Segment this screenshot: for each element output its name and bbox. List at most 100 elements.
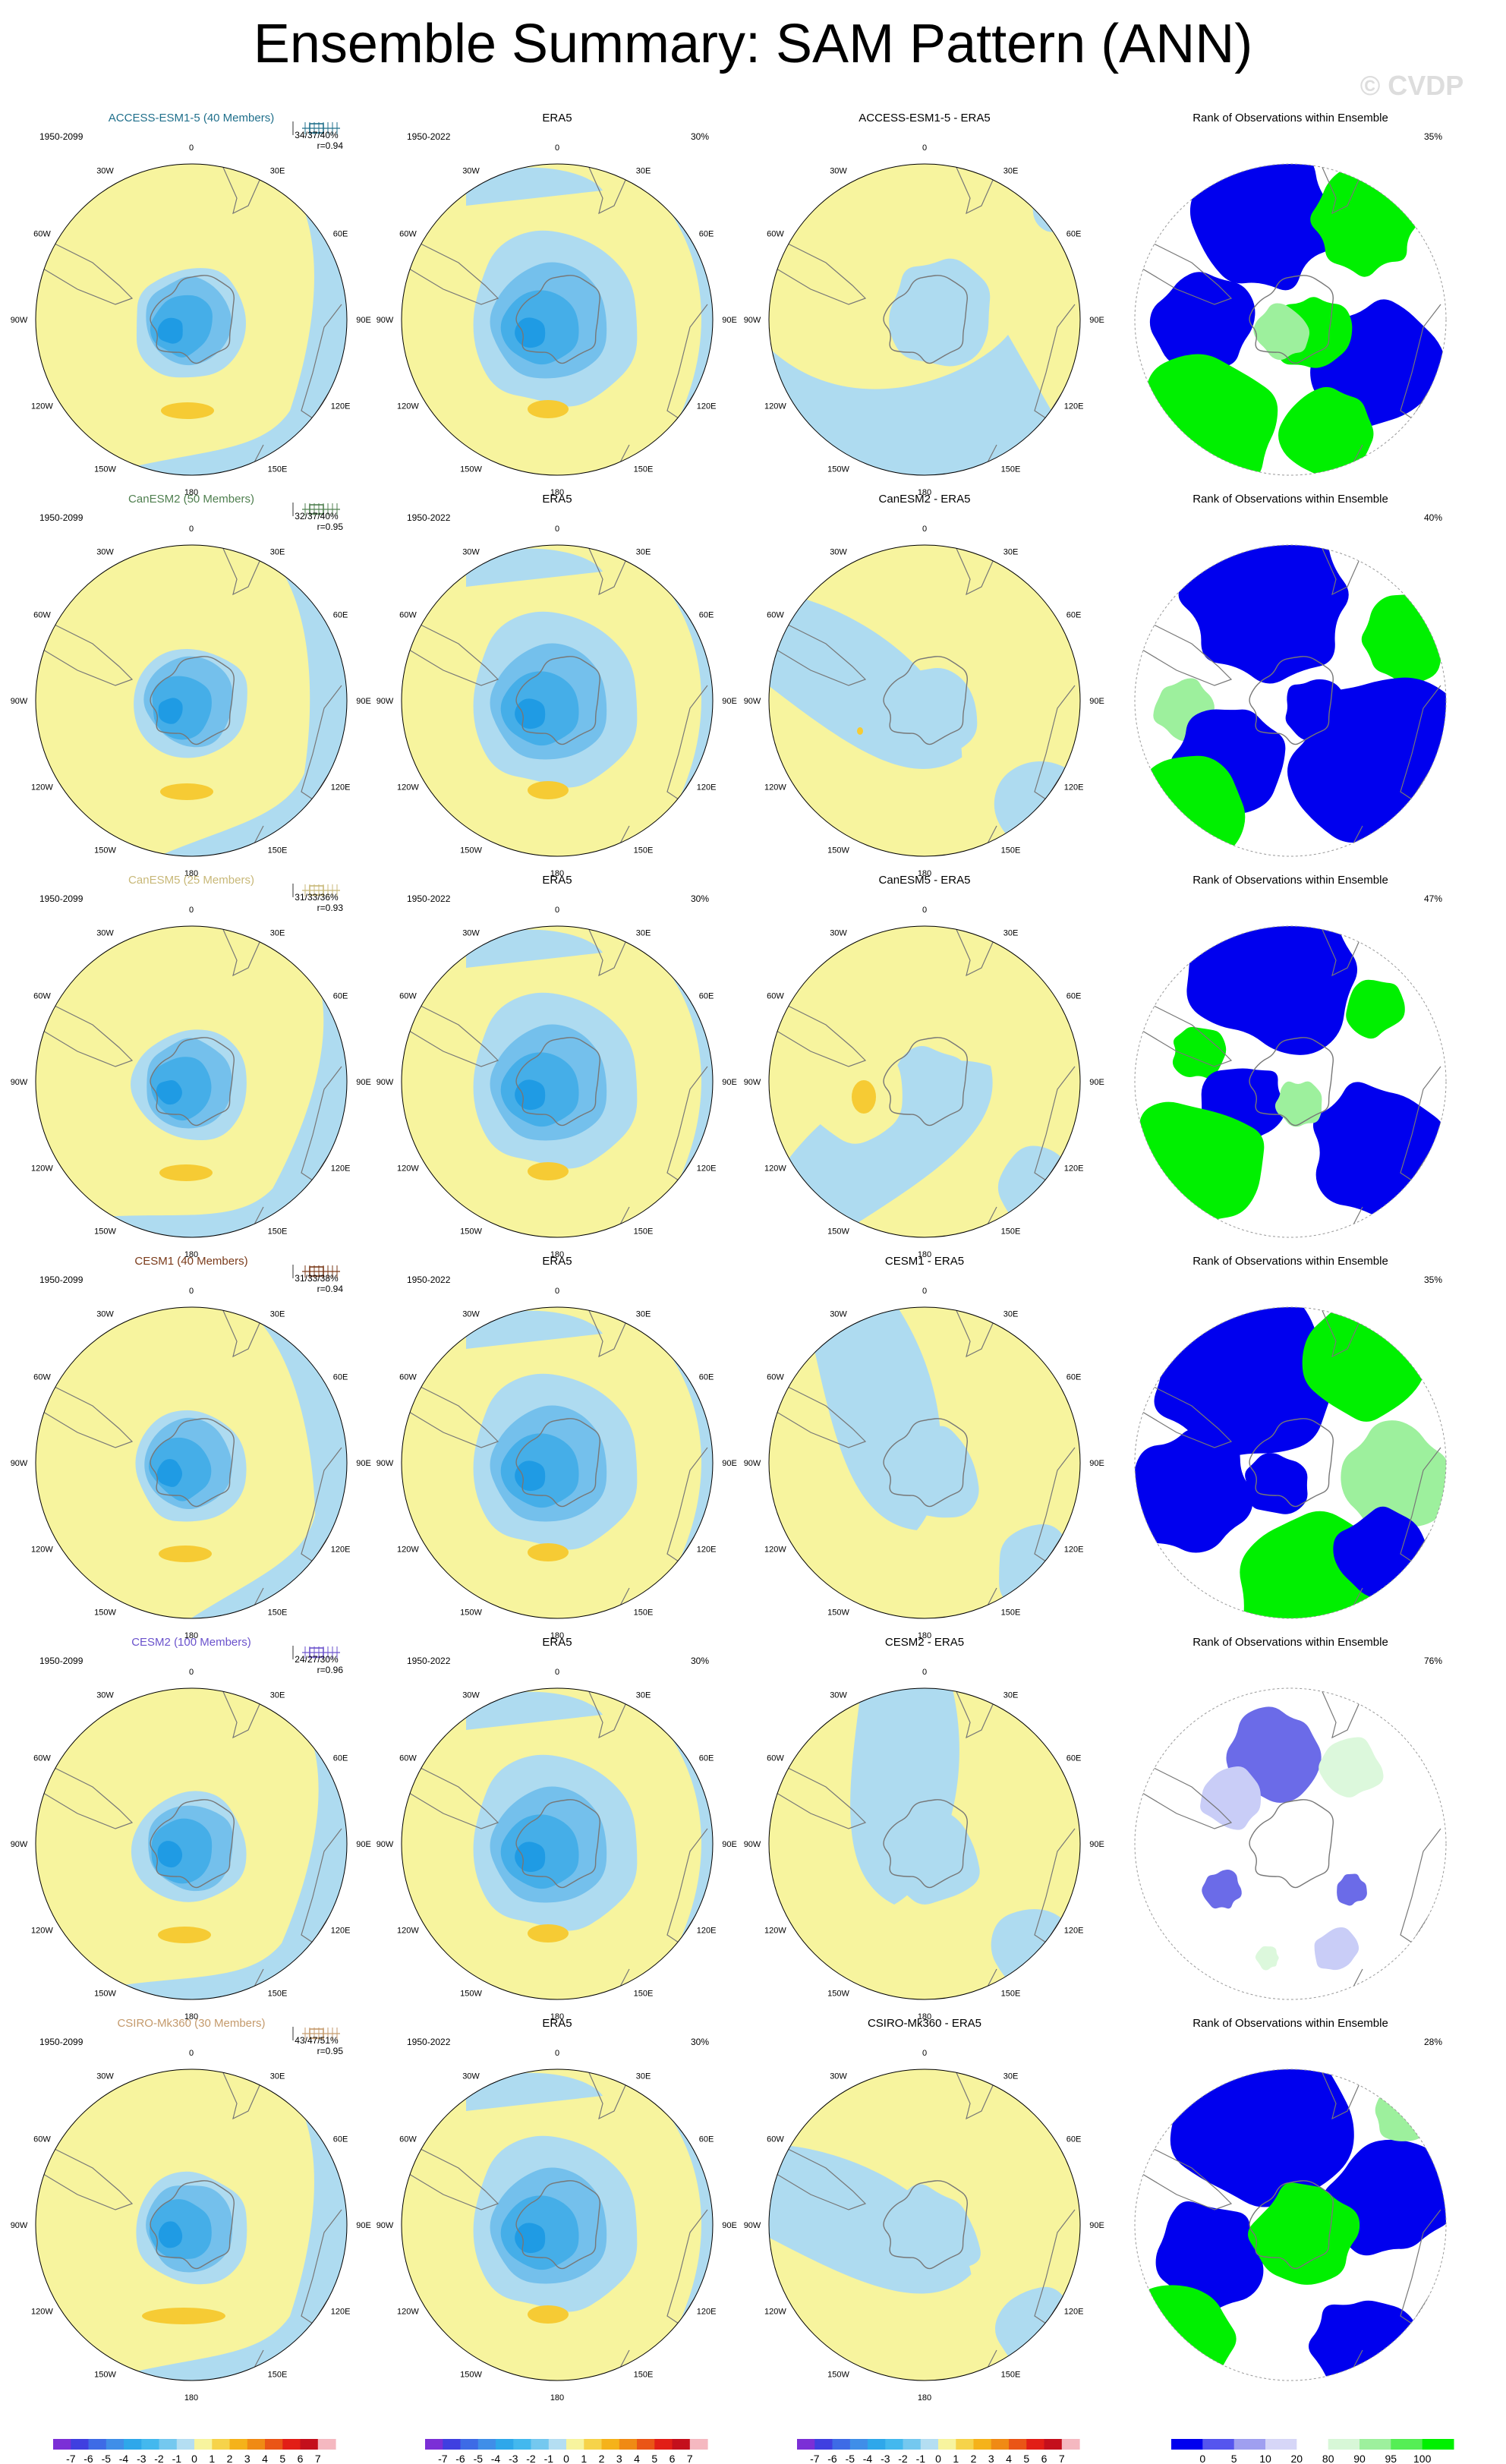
longitude-label: 120E bbox=[331, 402, 351, 411]
rank-region bbox=[1341, 1420, 1446, 1532]
longitude-label: 30E bbox=[1003, 1690, 1019, 1700]
longitude-label: 30W bbox=[830, 928, 847, 937]
longitude-label: 30E bbox=[1003, 1309, 1019, 1319]
difference-region bbox=[800, 1041, 903, 1144]
pressure-core bbox=[515, 1842, 546, 1873]
longitude-label: 120E bbox=[697, 2308, 717, 2317]
pattern-stats: 43/47/51% bbox=[295, 2035, 339, 2046]
antarctica-coastline bbox=[150, 656, 235, 745]
pattern-stats: 24/27/30% bbox=[295, 1654, 339, 1665]
longitude-label: 30E bbox=[1003, 2072, 1019, 2081]
colorbar-swatch bbox=[832, 2439, 851, 2450]
observation-years: 1950-2022 bbox=[407, 1656, 451, 1666]
colorbar-tick-label: -2 bbox=[526, 2453, 536, 2464]
row-5: 0 30E 60E 90E 120E 150E 180 150W 120W 90W 60W 30W 0 3… bbox=[11, 2017, 1447, 2403]
rank-region bbox=[1375, 2082, 1435, 2141]
observation-panel: 0 30E 60E 90E 120E 150E 180 150W 120W 90W 60W 30W bbox=[376, 1287, 737, 1640]
model-pattern-panel: 0 30E 60E 90E 120E 150E 180 150W 120W 90W 60W 30W bbox=[11, 525, 371, 878]
rank-region bbox=[1135, 755, 1246, 856]
antarctica-coastline bbox=[883, 1799, 968, 1889]
model-title: CESM1 (40 Members) bbox=[134, 1255, 247, 1268]
colorbar-swatch bbox=[425, 2439, 443, 2450]
longitude-label: 120W bbox=[397, 2308, 419, 2317]
longitude-label: 150E bbox=[1001, 2371, 1021, 2380]
longitude-label: 30E bbox=[636, 547, 651, 556]
colorbar-swatch bbox=[229, 2439, 248, 2450]
longitude-label: 120W bbox=[397, 1164, 419, 1174]
observation-panel: 0 30E 60E 90E 120E 150E 180 150W 120W 90W 60W 30W bbox=[376, 906, 737, 1259]
longitude-label: 180 bbox=[918, 2012, 931, 2021]
longitude-label: 150W bbox=[460, 1990, 482, 1999]
rank-panel bbox=[1134, 163, 1447, 476]
map-border bbox=[35, 163, 348, 476]
longitude-label: 30E bbox=[270, 1309, 285, 1319]
model-years: 1950-2099 bbox=[39, 893, 83, 904]
antarctica-coastline bbox=[1249, 2180, 1334, 2270]
rank-region bbox=[1255, 1946, 1279, 1971]
longitude-label: 150W bbox=[460, 1609, 482, 1618]
difference-region bbox=[994, 761, 1080, 849]
map-border bbox=[35, 925, 348, 1238]
rank-panel bbox=[1134, 1687, 1447, 2000]
map-border bbox=[768, 1306, 1081, 1619]
longitude-label: 120W bbox=[764, 1927, 786, 1936]
colorbar-swatch bbox=[513, 2439, 532, 2450]
south-america-coastline bbox=[39, 624, 134, 686]
longitude-label: 90E bbox=[722, 697, 737, 706]
longitude-label: 60E bbox=[333, 611, 348, 620]
rank-region bbox=[1337, 1873, 1367, 1906]
colorbar-tick-label: 3 bbox=[616, 2453, 622, 2464]
colorbar-tick-label: -2 bbox=[898, 2453, 908, 2464]
colorbar-tick-label: 3 bbox=[244, 2453, 250, 2464]
longitude-label: 0 bbox=[555, 906, 559, 915]
antarctica-coastline bbox=[883, 656, 968, 745]
south-america-coastline bbox=[405, 1005, 499, 1067]
longitude-label: 30W bbox=[462, 1309, 480, 1319]
south-america-coastline bbox=[772, 1386, 867, 1448]
south-america-coastline bbox=[1138, 1386, 1233, 1448]
longitude-label: 0 bbox=[189, 143, 194, 153]
longitude-label: 150E bbox=[268, 1609, 288, 1618]
longitude-label: 0 bbox=[555, 2049, 559, 2058]
colorbar-tick-label: 10 bbox=[1259, 2453, 1271, 2464]
longitude-label: 0 bbox=[555, 1287, 559, 1296]
pattern-stats: 34/37/40% bbox=[295, 130, 339, 140]
longitude-label: 90E bbox=[356, 1459, 371, 1468]
map-border bbox=[768, 1687, 1081, 2000]
colorbar-swatch bbox=[496, 2439, 514, 2450]
longitude-label: 150E bbox=[634, 2371, 654, 2380]
rank-percent: 35% bbox=[1424, 131, 1442, 142]
pressure-region-light-blue bbox=[466, 167, 603, 206]
antarctica-coastline bbox=[883, 275, 968, 364]
colorbar-swatch bbox=[689, 2439, 708, 2450]
positive-anomaly bbox=[528, 1162, 569, 1180]
longitude-label: 150W bbox=[460, 465, 482, 474]
colorbar-tick-label: -5 bbox=[474, 2453, 484, 2464]
model-title: CanESM5 (25 Members) bbox=[128, 874, 254, 887]
positive-anomaly bbox=[528, 2305, 569, 2324]
longitude-label: 150E bbox=[634, 465, 654, 474]
longitude-label: 150E bbox=[1001, 1990, 1021, 1999]
colorbar-swatch bbox=[903, 2439, 922, 2450]
model-years: 1950-2099 bbox=[39, 2037, 83, 2047]
longitude-label: 90W bbox=[744, 316, 761, 325]
africa-coastline bbox=[587, 2069, 630, 2120]
africa-coastline bbox=[1320, 926, 1363, 977]
rank-region bbox=[1200, 1766, 1262, 1830]
colorbar-tick-label: 7 bbox=[687, 2453, 693, 2464]
positive-anomaly bbox=[528, 781, 569, 799]
pattern-correlation: r=0.94 bbox=[317, 140, 344, 151]
model-pattern-panel: 0 30E 60E 90E 120E 150E 180 150W 120W 90W 60W 30W bbox=[11, 143, 371, 497]
longitude-label: 30W bbox=[830, 166, 847, 175]
longitude-label: 60E bbox=[333, 992, 348, 1001]
colorbar-tick-label: 6 bbox=[670, 2453, 676, 2464]
colorbar-tick-label: 7 bbox=[1059, 2453, 1065, 2464]
observation-variance: 30% bbox=[691, 2037, 709, 2047]
longitude-label: 60E bbox=[699, 1754, 714, 1763]
colorbar-swatch bbox=[1026, 2439, 1045, 2450]
model-years: 1950-2099 bbox=[39, 1656, 83, 1666]
longitude-label: 60E bbox=[699, 230, 714, 239]
colorbar-swatch bbox=[601, 2439, 620, 2450]
colorbar-swatch bbox=[654, 2439, 673, 2450]
longitude-label: 120W bbox=[31, 1546, 53, 1555]
